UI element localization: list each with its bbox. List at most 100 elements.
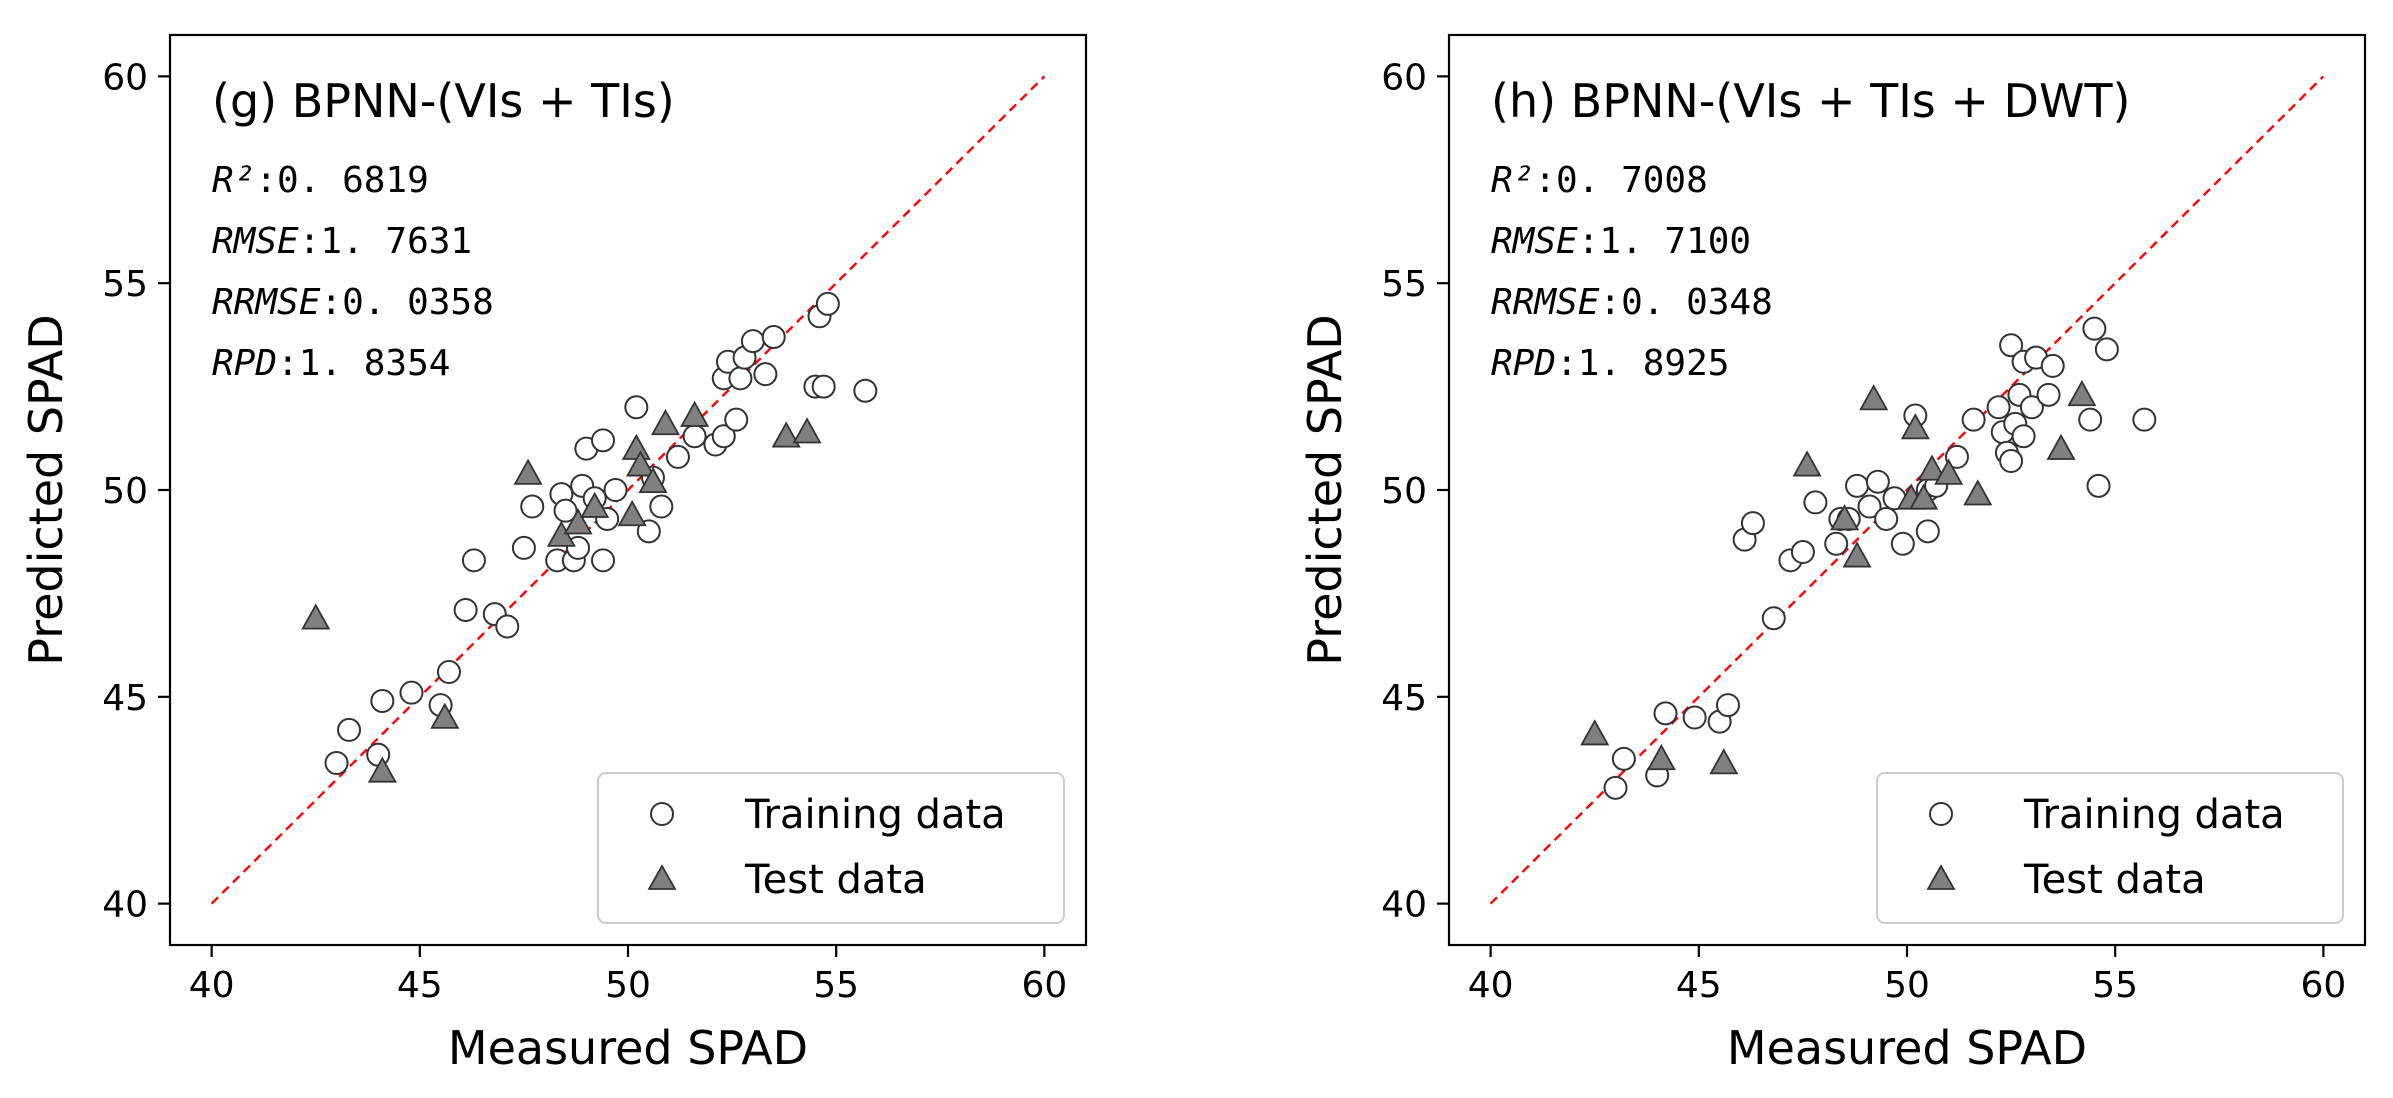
test-point bbox=[625, 450, 656, 477]
legend-training-marker bbox=[1929, 802, 1953, 826]
training-point bbox=[2040, 353, 2065, 378]
stat-rrmse: RRMSE:0. 0348 bbox=[1491, 282, 1773, 323]
training-point bbox=[2036, 382, 2061, 407]
training-point bbox=[1715, 693, 1740, 718]
training-point bbox=[461, 548, 486, 573]
y-tick-label: 55 bbox=[1381, 264, 1427, 305]
legend: Training data Test data bbox=[1876, 772, 2344, 924]
test-point bbox=[1909, 483, 1939, 510]
stat-rrmse-value: 0. 0348 bbox=[1621, 282, 1773, 323]
stat-r2: R²:0. 7008 bbox=[1491, 160, 1708, 201]
panel-g: 40 45 50 55 60 40 45 50 55 60 (g) BPNN-(VIs + TIs… bbox=[19, 33, 1088, 1075]
training-point bbox=[815, 291, 840, 316]
training-point bbox=[453, 597, 478, 622]
training-point bbox=[1653, 701, 1678, 726]
stat-rpd-value: 1. 8354 bbox=[299, 343, 451, 384]
data-points bbox=[1580, 316, 2157, 800]
test-point bbox=[621, 433, 651, 460]
stat-rpd: RPD:1. 8354 bbox=[212, 343, 450, 384]
training-point bbox=[1986, 395, 2011, 420]
x-axis-label: Measured SPAD bbox=[448, 1021, 808, 1075]
training-point bbox=[511, 535, 536, 560]
x-tick-label: 50 bbox=[605, 965, 651, 1006]
training-point bbox=[1874, 506, 1899, 531]
test-point bbox=[617, 499, 647, 527]
test-point bbox=[638, 466, 668, 494]
stat-rpd-value: 1. 8925 bbox=[1578, 343, 1730, 384]
legend-box bbox=[597, 772, 1065, 924]
training-point bbox=[2082, 316, 2107, 341]
training-point bbox=[553, 498, 578, 523]
test-point bbox=[1830, 504, 1860, 531]
training-point bbox=[1915, 519, 1940, 544]
test-point bbox=[680, 400, 710, 427]
test-point bbox=[1709, 748, 1739, 775]
training-point bbox=[811, 374, 836, 399]
stat-rmse-key: RMSE bbox=[212, 221, 299, 262]
stat-rmse-sep: : bbox=[299, 221, 321, 262]
stat-rrmse-sep: : bbox=[1599, 282, 1621, 323]
training-point bbox=[728, 366, 753, 391]
y-tick-label: 45 bbox=[102, 678, 148, 719]
legend-test-label: Test data bbox=[2023, 857, 2206, 903]
test-point bbox=[1792, 450, 1822, 477]
training-point bbox=[399, 680, 424, 705]
training-point bbox=[337, 717, 362, 742]
stat-rmse-value: 1. 7631 bbox=[320, 221, 472, 262]
legend-training-label: Training data bbox=[744, 792, 1006, 838]
legend-training-marker bbox=[650, 802, 674, 826]
stat-rmse-sep: : bbox=[1578, 221, 1600, 262]
training-point bbox=[1803, 490, 1828, 515]
training-point bbox=[603, 478, 628, 502]
training-point bbox=[366, 742, 391, 767]
x-tick-label: 55 bbox=[813, 965, 859, 1006]
training-point bbox=[1944, 444, 1969, 469]
stat-rmse-key: RMSE bbox=[1491, 221, 1578, 262]
x-tick-label: 45 bbox=[1676, 965, 1722, 1006]
training-point bbox=[1999, 333, 2024, 358]
training-point bbox=[1790, 540, 1815, 565]
y-axis-label: Predicted SPAD bbox=[19, 314, 73, 665]
training-point bbox=[1824, 531, 1849, 556]
y-axis-label: Predicted SPAD bbox=[1298, 314, 1352, 665]
training-point bbox=[495, 614, 520, 639]
stat-r2-key: R² bbox=[212, 160, 255, 201]
test-point bbox=[1646, 744, 1676, 771]
y-tick-label: 55 bbox=[102, 264, 148, 305]
training-point bbox=[2132, 407, 2157, 432]
training-point bbox=[2011, 424, 2036, 449]
training-point bbox=[1961, 407, 1986, 432]
test-point bbox=[563, 508, 593, 535]
training-point bbox=[682, 424, 707, 449]
stat-r2-value: 0. 6819 bbox=[277, 160, 429, 201]
test-point bbox=[580, 491, 610, 518]
training-point bbox=[1890, 531, 1915, 556]
training-point bbox=[1682, 705, 1707, 730]
legend-test-marker bbox=[1926, 864, 1956, 890]
stat-r2-key: R² bbox=[1491, 160, 1534, 201]
y-tick-label: 40 bbox=[1381, 885, 1427, 926]
training-point bbox=[1761, 606, 1786, 631]
legend-test-label: Test data bbox=[744, 857, 927, 903]
stat-rmse: RMSE:1. 7631 bbox=[212, 221, 472, 262]
one-to-one-reference-line bbox=[210, 75, 1046, 905]
test-point bbox=[1859, 384, 1889, 411]
y-tick-label: 40 bbox=[102, 885, 148, 926]
stat-rpd-sep: : bbox=[1556, 343, 1578, 384]
training-point bbox=[324, 751, 349, 775]
test-point bbox=[1900, 413, 1930, 440]
y-tick-label: 50 bbox=[102, 471, 148, 512]
x-tick-label: 50 bbox=[1884, 965, 1930, 1006]
test-point bbox=[1917, 454, 1947, 481]
training-point bbox=[761, 324, 786, 349]
stat-rpd-key: RPD bbox=[212, 343, 277, 384]
training-point bbox=[1740, 511, 1765, 536]
training-point bbox=[591, 428, 616, 453]
training-point bbox=[436, 660, 461, 684]
training-point bbox=[649, 494, 674, 519]
training-point bbox=[624, 395, 649, 420]
panel-h: 40 45 50 55 60 40 45 50 55 60 (h) BPNN-(VIs + TIs… bbox=[1298, 33, 2367, 1075]
test-point bbox=[430, 702, 460, 729]
test-point bbox=[771, 421, 801, 448]
